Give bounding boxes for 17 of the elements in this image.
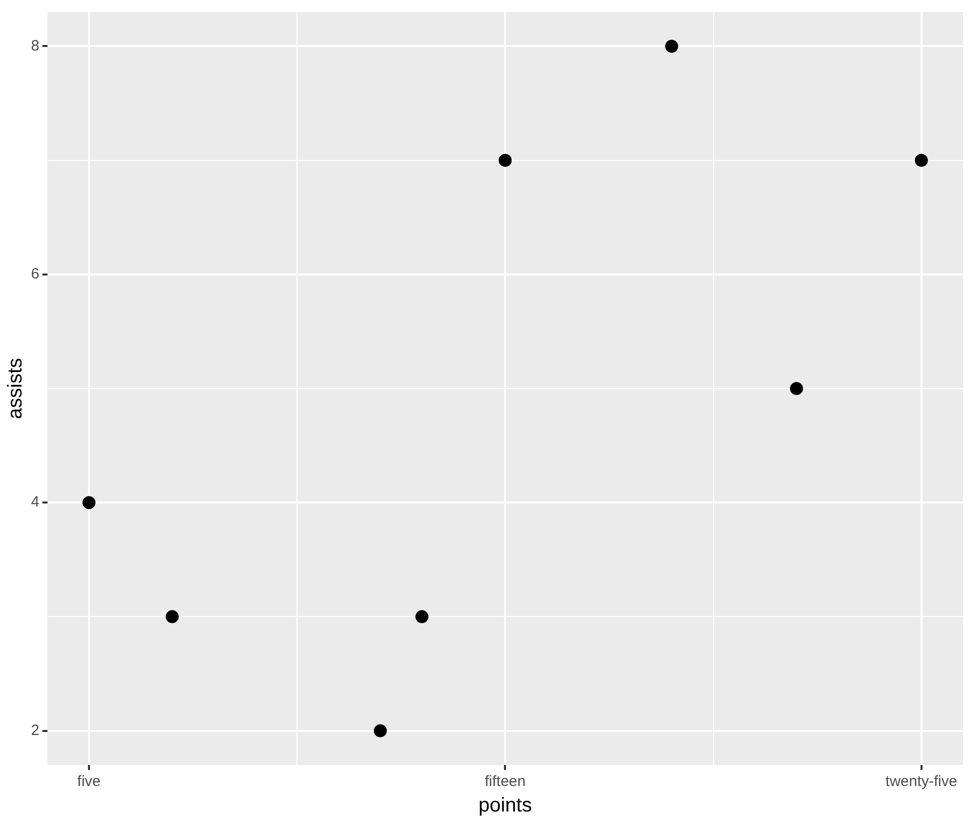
point <box>415 610 428 624</box>
y-axis-title: assists <box>4 358 27 420</box>
point <box>82 496 96 510</box>
point <box>498 154 512 167</box>
x-axis-title: points <box>478 794 532 817</box>
y-tick-label: 6 <box>31 266 40 283</box>
x-tick-label: fifteen <box>484 773 526 790</box>
y-tick-label: 2 <box>31 722 40 739</box>
point <box>914 154 928 167</box>
y-tick-label: 8 <box>31 37 40 54</box>
point <box>166 610 179 624</box>
x-tick-label: five <box>77 773 101 790</box>
x-tick-label: twenty-five <box>886 773 958 790</box>
y-tick-label: 4 <box>31 494 40 511</box>
point <box>374 724 387 738</box>
point <box>790 382 804 395</box>
point <box>665 40 678 53</box>
